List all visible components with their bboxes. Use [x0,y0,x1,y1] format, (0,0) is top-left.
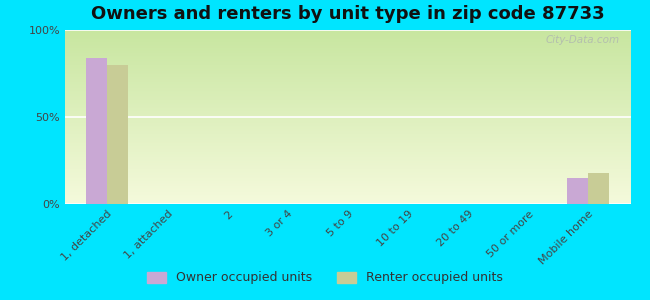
Legend: Owner occupied units, Renter occupied units: Owner occupied units, Renter occupied un… [141,265,509,291]
Bar [588,173,610,204]
Bar [107,65,128,204]
Text: City-Data.com: City-Data.com [545,35,619,45]
Bar [567,178,588,204]
Title: Owners and renters by unit type in zip code 87733: Owners and renters by unit type in zip c… [91,5,604,23]
Bar [86,58,107,204]
